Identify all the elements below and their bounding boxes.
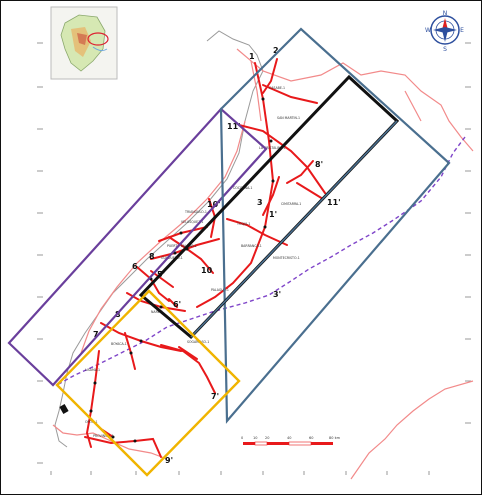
east-label: E xyxy=(460,27,464,34)
scale-label: 60 xyxy=(309,436,313,440)
scale-label: 10 xyxy=(253,436,257,440)
seismic-line-9 xyxy=(84,436,162,458)
well-label: LA CRISTALINA-1 xyxy=(259,146,286,150)
line-label: 1' xyxy=(269,210,277,219)
line-label: 3' xyxy=(273,290,281,299)
scale-label: 80 km xyxy=(329,436,341,440)
line-label: 9' xyxy=(165,456,173,465)
seismic-line-3 xyxy=(262,176,280,216)
line-label: 3 xyxy=(257,198,263,207)
well-label: OPON-1 xyxy=(85,420,98,424)
well-label: TOQUI-1 xyxy=(236,222,250,226)
scale-label: 0 xyxy=(241,436,243,440)
line-label: 6 xyxy=(132,262,138,271)
seismic-line-8 xyxy=(286,160,314,184)
line-label: 7 xyxy=(93,330,99,339)
north-arrow-icon: N S E W xyxy=(425,10,464,53)
well-label: GUADUERO-1 xyxy=(161,256,183,260)
west-label: W xyxy=(425,27,431,34)
seismic-line-6b xyxy=(168,298,178,308)
well-label: CASABE-1 xyxy=(269,86,285,90)
scale-label: 40 xyxy=(287,436,291,440)
line-label: 1 xyxy=(249,52,255,61)
line-label: 8' xyxy=(315,160,323,169)
seismic-line-11 xyxy=(238,124,326,194)
line-label: 11' xyxy=(227,122,241,131)
seismic-line-3b xyxy=(160,344,216,394)
well-label: BARRANCA-1 xyxy=(241,244,262,248)
seismic-line-2b xyxy=(262,84,318,104)
line-label: 11' xyxy=(327,198,341,207)
basin-outline xyxy=(54,30,264,448)
well-label: SOGAMOSO-1 xyxy=(187,340,209,344)
seismic-line-x xyxy=(178,346,198,360)
seismic-line-1b xyxy=(226,218,288,246)
grid-ticks xyxy=(37,42,471,475)
line-label: 6' xyxy=(173,300,181,309)
blue-inner-line xyxy=(190,120,398,338)
well-label: PALAGUA-1 xyxy=(211,288,229,292)
well-label: VELASQUEZ-1 xyxy=(181,220,203,224)
purple-study-box xyxy=(7,107,268,387)
well-label: PUERTO SALGAR-1 xyxy=(167,244,197,248)
well-label: NARE-1 xyxy=(151,310,163,314)
scale-bar: 0 10 20 40 60 80 km xyxy=(241,436,341,446)
south-label: S xyxy=(443,46,447,53)
inset-location-map xyxy=(50,6,118,80)
well-markers xyxy=(59,97,275,443)
well-label: PROVINCIA-1 xyxy=(93,434,114,438)
north-label: N xyxy=(443,10,448,17)
blue-study-box xyxy=(219,27,451,424)
well-label: SAN MARTIN-1 xyxy=(277,116,300,120)
well-label: LISAMA-1 xyxy=(85,368,100,372)
line-label: 8 xyxy=(149,252,155,261)
well-label: BOYACA-1 xyxy=(111,342,127,346)
line-label: 7' xyxy=(211,392,219,401)
seismic-line-6 xyxy=(136,266,170,302)
seismic-line-10b xyxy=(168,236,214,274)
scale-label: 20 xyxy=(265,436,269,440)
well-label: CIMITARRA-1 xyxy=(281,202,301,206)
well-label: TRIANGULO-1 xyxy=(184,210,207,214)
well-label: MONTECRISTO-1 xyxy=(273,256,300,260)
line-label: 10' xyxy=(207,200,221,209)
thrust-front-dashed xyxy=(56,136,466,386)
yellow-study-box xyxy=(55,289,241,477)
seismic-line-11b xyxy=(296,182,324,200)
line-label: 10 xyxy=(201,266,213,275)
boundary-lines xyxy=(52,48,474,480)
line-label: 2 xyxy=(273,46,279,55)
seismic-line-2 xyxy=(262,58,278,94)
